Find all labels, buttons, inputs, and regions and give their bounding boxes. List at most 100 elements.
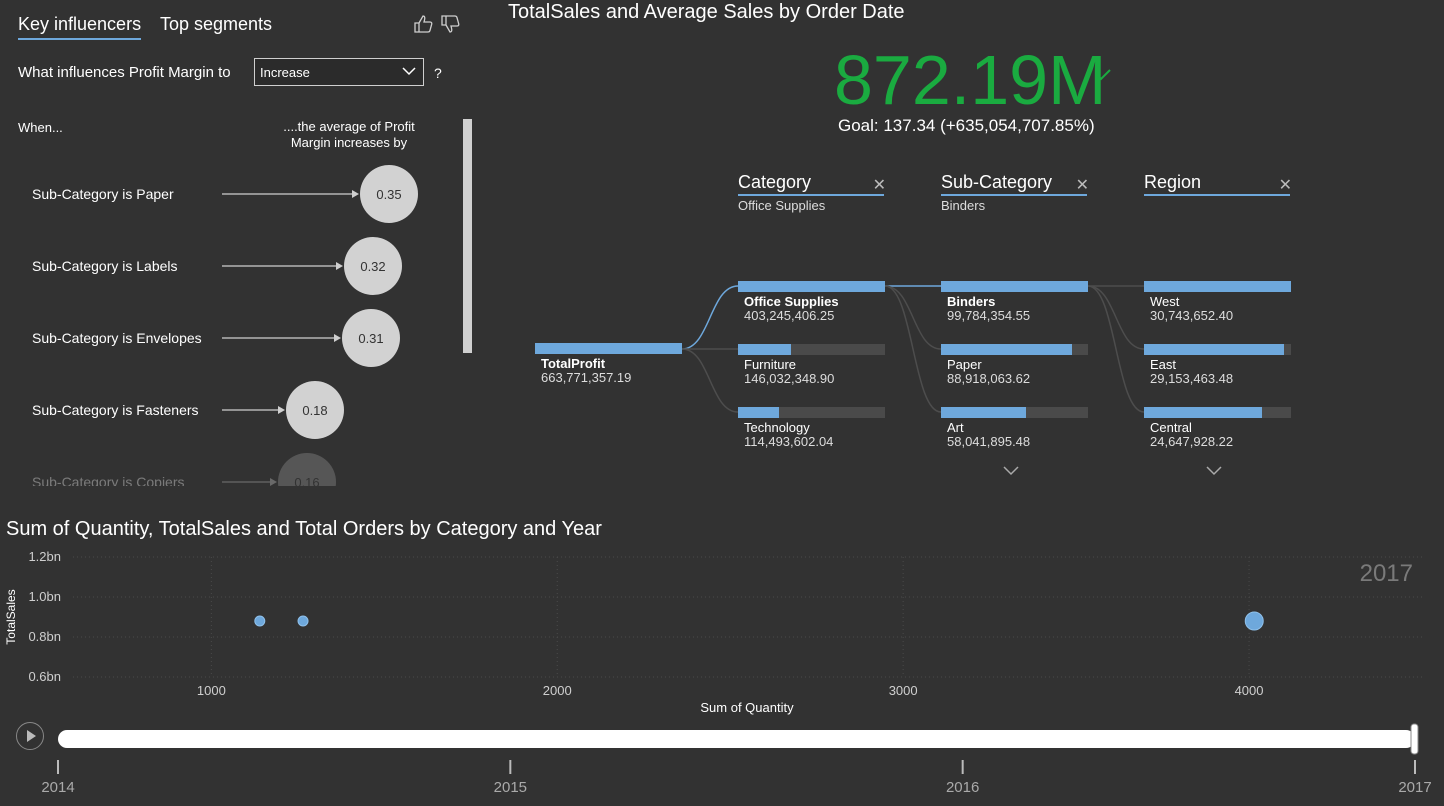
node-name: TotalProfit [541,356,606,371]
checkmark-icon [1096,69,1111,81]
data-point [297,615,309,627]
column-header-label: Category [738,172,812,192]
node-value: 24,647,928.22 [1150,434,1234,449]
node-bar-fill [535,343,682,354]
node-name: Central [1150,420,1192,435]
column-header-label: Sub-Category [941,172,1053,192]
influencers-scrollbar[interactable] [463,119,472,353]
influencer-row[interactable]: Sub-Category is Labels 0.32 [0,236,460,296]
chevron-down-icon [402,67,416,76]
node-value: 146,032,348.90 [744,371,835,386]
tab-key-influencers[interactable]: Key influencers [18,14,142,40]
node-name: Office Supplies [744,294,839,309]
node-bar-fill [1144,281,1291,292]
node-bar-fill [738,407,780,418]
data-point [254,615,266,627]
direction-dropdown[interactable]: Increase [254,58,424,86]
play-axis-track [58,730,1415,748]
question-mark: ? [434,65,442,81]
column-selected-value: Binders [941,198,986,213]
close-icon[interactable]: ✕ [872,177,886,194]
play-axis-handle[interactable] [1410,723,1419,755]
chevron-down-icon[interactable] [1001,462,1021,478]
node-value: 403,245,406.25 [744,308,835,323]
y-axis-label: TotalSales [4,589,18,644]
influencer-bubble: 0.18 [286,381,344,439]
tab-top-segments[interactable]: Top segments [160,14,273,34]
x-axis-label: Sum of Quantity [700,700,794,715]
node-bar-fill [1144,407,1262,418]
node-name: East [1150,357,1177,372]
influencer-label: Sub-Category is Labels [32,258,178,274]
influencer-label: Sub-Category is Copiers [32,474,185,486]
influencer-label: Sub-Category is Paper [32,186,174,202]
average-increase-label: ....the average of Profit Margin increas… [283,119,415,150]
node-name: Paper [947,357,982,372]
node-bar [738,407,885,418]
node-name: Binders [947,294,996,309]
node-bar-fill [941,344,1072,355]
chart-title: Sum of Quantity, TotalSales and Total Or… [6,518,602,540]
influencer-row[interactable]: Sub-Category is Envelopes 0.31 [0,308,460,368]
node-bar [941,344,1088,355]
node-bar-fill [738,344,791,355]
node-value: 30,743,652.40 [1150,308,1234,323]
direction-dropdown-value: Increase [260,65,310,80]
node-bar [941,281,1088,292]
node-bar-fill [738,281,885,292]
node-bar-fill [941,407,1027,418]
node-value: 58,041,895.48 [947,434,1031,449]
influencer-bubble: 0.32 [344,237,402,295]
data-point [1244,611,1264,631]
influencer-row[interactable]: Sub-Category is Paper 0.35 [0,164,460,224]
play-icon [27,730,36,742]
node-value: 29,153,463.48 [1150,371,1234,386]
x-tick-label: 3000 [889,683,918,698]
column-header-subcategory: Sub-Category ✕ [941,172,1089,196]
influencer-bubble: 0.35 [360,165,418,223]
influencer-label: Sub-Category is Fasteners [32,402,199,418]
y-tick-label: 0.6bn [28,669,61,684]
node-value: 88,918,063.62 [947,371,1031,386]
chevron-down-icon[interactable] [1204,462,1224,478]
scatter-chart: 0.6bn 0.8bn 1.0bn 1.2bn 1000 2000 3000 4000 Sum … [4,549,1432,796]
node-name: Furniture [744,357,797,372]
node-bar-fill [941,281,1088,292]
node-value: 114,493,602.04 [744,434,834,449]
node-bar [1144,344,1291,355]
influencer-arrow [222,406,285,414]
influencer-arrow [222,334,341,342]
x-tick-label: 2000 [543,683,572,698]
x-tick-label: 4000 [1235,683,1264,698]
column-header-label: Region [1144,172,1202,192]
y-tick-label: 0.8bn [28,629,61,644]
node-bar [738,281,885,292]
close-icon[interactable]: ✕ [1278,177,1292,194]
influencer-label: Sub-Category is Envelopes [32,330,202,346]
thumbs-up-icon[interactable] [413,14,435,34]
play-button[interactable] [16,722,44,750]
node-name: Art [947,420,964,435]
y-tick-label: 1.0bn [28,589,61,604]
play-axis-tick-label: 2017 [1398,779,1431,796]
node-value: 99,784,354.55 [947,308,1031,323]
kpi-goal: Goal: 137.34 (+635,054,707.85%) [838,116,1095,135]
influencer-row[interactable]: Sub-Category is Copiers 0.16 [0,452,460,486]
year-watermark: 2017 [1360,560,1413,587]
when-label: When... [18,120,63,135]
node-bar [941,407,1088,418]
thumbs-down-icon[interactable] [440,14,462,34]
node-bar [1144,407,1291,418]
x-tick-label: 1000 [197,683,226,698]
influencers-list: Sub-Category is Paper 0.35 Sub-Category … [0,100,460,486]
influencer-arrow [222,262,343,270]
influencer-bubble: 0.31 [342,309,400,367]
node-value: 663,771,357.19 [541,370,632,385]
node-name: Technology [744,420,810,435]
influencer-row[interactable]: Sub-Category is Fasteners 0.18 [0,380,460,440]
close-icon[interactable]: ✕ [1075,177,1089,194]
kpi-value: 872.19M [834,41,1107,119]
node-bar [1144,281,1291,292]
tree-connectors [681,285,1145,413]
y-tick-label: 1.2bn [28,549,61,564]
